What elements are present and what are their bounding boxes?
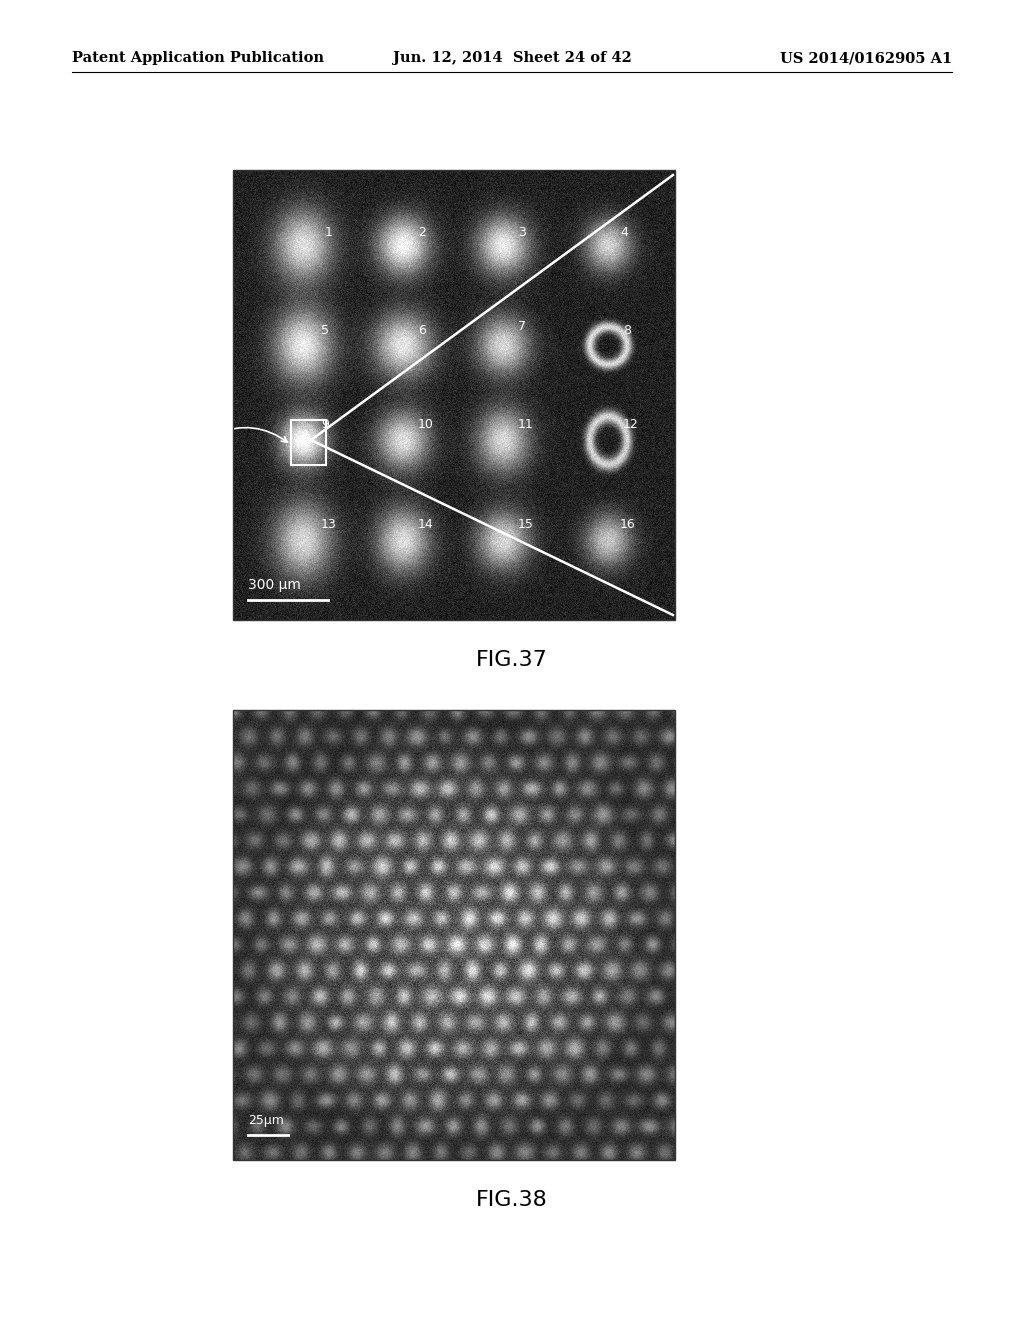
Text: 10: 10 <box>418 418 434 432</box>
Text: Jun. 12, 2014  Sheet 24 of 42: Jun. 12, 2014 Sheet 24 of 42 <box>392 51 632 65</box>
Text: 12: 12 <box>623 418 639 432</box>
Text: US 2014/0162905 A1: US 2014/0162905 A1 <box>779 51 952 65</box>
Text: 2: 2 <box>418 227 426 239</box>
Text: 3712: 3712 <box>178 429 210 441</box>
Text: FIG.38: FIG.38 <box>476 1191 548 1210</box>
Text: FIG.37: FIG.37 <box>476 649 548 671</box>
Text: 11: 11 <box>518 418 534 432</box>
Text: 8: 8 <box>623 323 631 337</box>
Text: 9: 9 <box>321 418 329 432</box>
Bar <box>291 420 326 465</box>
Text: 5: 5 <box>321 323 329 337</box>
Text: 3: 3 <box>518 227 526 239</box>
Text: 6: 6 <box>418 323 426 337</box>
Text: 7: 7 <box>518 321 526 334</box>
Text: Patent Application Publication: Patent Application Publication <box>72 51 324 65</box>
Bar <box>233 170 675 620</box>
Text: 1: 1 <box>325 227 333 239</box>
Text: 13: 13 <box>321 519 337 532</box>
Text: 15: 15 <box>518 519 534 532</box>
Bar <box>233 710 675 1160</box>
Text: 16: 16 <box>620 519 636 532</box>
Text: 25μm: 25μm <box>248 1114 284 1127</box>
Text: 4: 4 <box>620 227 628 239</box>
Text: 14: 14 <box>418 519 434 532</box>
Text: 300 μm: 300 μm <box>248 578 301 591</box>
